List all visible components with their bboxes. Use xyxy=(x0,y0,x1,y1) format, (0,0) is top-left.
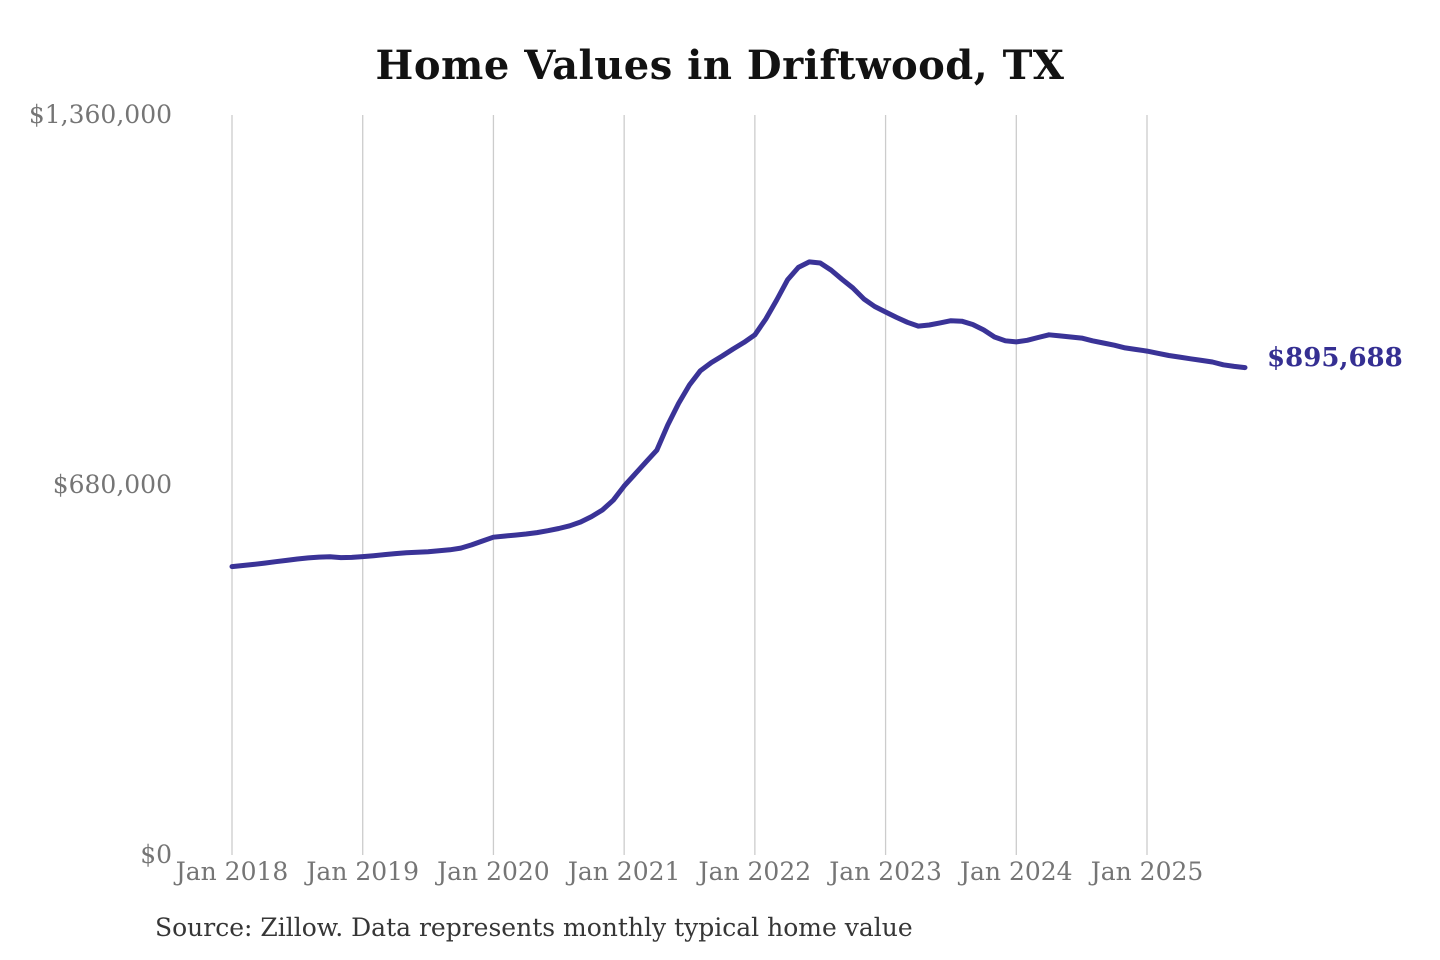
x-tick-label: Jan 2024 xyxy=(959,857,1073,886)
y-tick-label: $680,000 xyxy=(52,470,172,499)
year-gridlines xyxy=(231,115,1148,855)
source-note: Source: Zillow. Data represents monthly … xyxy=(155,913,913,942)
x-tick-label: Jan 2018 xyxy=(175,857,289,886)
y-tick-label: $1,360,000 xyxy=(28,100,172,129)
chart-title: Home Values in Driftwood, TX xyxy=(375,42,1065,89)
y-tick-label: $0 xyxy=(140,840,172,869)
x-tick-label: Jan 2021 xyxy=(567,857,681,886)
x-tick-label: Jan 2020 xyxy=(437,857,550,886)
x-tick-label: Jan 2019 xyxy=(306,857,420,886)
x-tick-label: Jan 2022 xyxy=(698,857,812,886)
home-value-line xyxy=(229,259,1248,570)
latest-value-label: $895,688 xyxy=(1267,342,1403,373)
x-tick-label: Jan 2023 xyxy=(829,857,942,886)
x-tick-label: Jan 2025 xyxy=(1090,857,1204,886)
